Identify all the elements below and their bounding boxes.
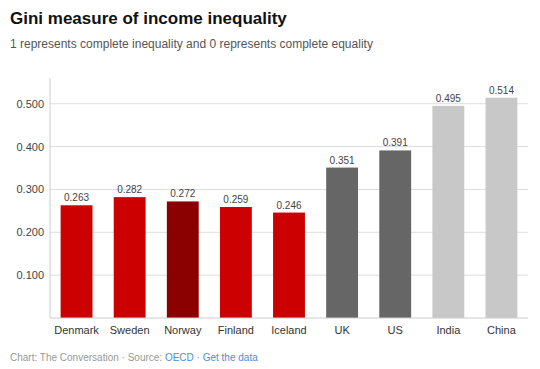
bar bbox=[167, 201, 199, 318]
footer-piece: Get the data bbox=[203, 352, 258, 363]
bar bbox=[486, 98, 518, 318]
bars bbox=[61, 98, 518, 318]
x-tick-label: UK bbox=[334, 324, 350, 336]
data-label: 0.246 bbox=[276, 200, 301, 211]
footer-piece: · bbox=[194, 352, 203, 363]
data-label: 0.391 bbox=[383, 137, 408, 148]
bar bbox=[220, 207, 252, 318]
x-tick-label: Finland bbox=[218, 324, 254, 336]
y-tick-label: 0.200 bbox=[16, 226, 44, 238]
bar bbox=[326, 168, 358, 318]
x-axis-line bbox=[50, 318, 528, 319]
bar bbox=[273, 213, 305, 318]
bar bbox=[114, 197, 146, 318]
data-label: 0.263 bbox=[64, 192, 89, 203]
x-tick-label: Iceland bbox=[271, 324, 306, 336]
data-label: 0.351 bbox=[330, 155, 355, 166]
x-tick-label: Sweden bbox=[110, 324, 150, 336]
x-tick-label: India bbox=[436, 324, 461, 336]
labels: 0.263 0.282 0.272 0.259 0.246 0.351 0.391 0.495… bbox=[64, 85, 514, 211]
y-tick-label: 0.100 bbox=[16, 269, 44, 281]
x-tick-label: Denmark bbox=[54, 324, 99, 336]
data-label: 0.514 bbox=[489, 85, 514, 96]
chart: Gini measure of income inequality 1 repre… bbox=[0, 0, 540, 369]
y-tick-label: 0.400 bbox=[16, 141, 44, 153]
bar bbox=[432, 106, 464, 318]
footer-piece: OECD bbox=[165, 352, 194, 363]
bar bbox=[61, 205, 93, 318]
data-label: 0.272 bbox=[170, 188, 195, 199]
x-tick-label: US bbox=[388, 324, 403, 336]
subtitle: 1 represents complete inequality and 0 r… bbox=[10, 37, 373, 51]
data-label: 0.495 bbox=[436, 93, 461, 104]
y-tick-label: 0.500 bbox=[16, 98, 44, 110]
y-axis-line bbox=[50, 78, 51, 318]
data-label: 0.282 bbox=[117, 184, 142, 195]
x-tick-label: Norway bbox=[164, 324, 202, 336]
bar bbox=[379, 150, 411, 318]
data-label: 0.259 bbox=[223, 194, 248, 205]
footer: Chart: The Conversation · Source: OECD ·… bbox=[10, 352, 258, 363]
footer-piece: Chart: The Conversation · Source: bbox=[10, 352, 165, 363]
x-tick-label: China bbox=[487, 324, 517, 336]
title: Gini measure of income inequality bbox=[10, 9, 287, 28]
y-tick-label: 0.300 bbox=[16, 183, 44, 195]
